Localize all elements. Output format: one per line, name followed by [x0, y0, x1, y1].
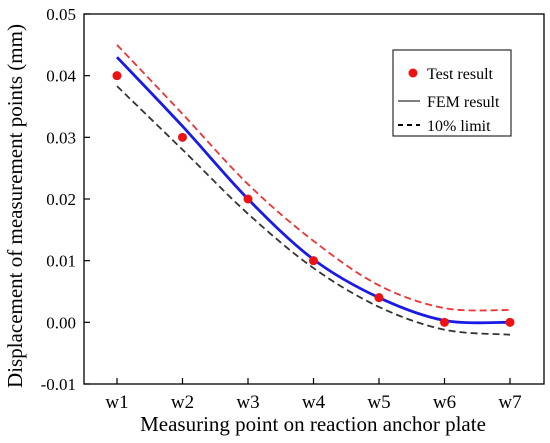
x-tick-label: w1: [105, 392, 128, 413]
x-tick-label: w7: [498, 392, 521, 413]
markers-layer: [112, 71, 515, 327]
test-result-point: [440, 317, 449, 327]
test-result-point: [178, 132, 187, 142]
y-tick-label: 0.02: [46, 190, 76, 209]
y-axis: -0.01 0.00 0.01 0.02 0.03 0.04 0.05: [41, 5, 90, 394]
test-result-point: [112, 71, 122, 81]
x-axis-label: Measuring point on reaction anchor plate: [140, 412, 486, 436]
legend-label-fem: FEM result: [427, 94, 500, 111]
test-result-point: [505, 317, 515, 327]
y-tick-label: 0.01: [46, 252, 76, 271]
test-result-point: [243, 194, 253, 204]
test-result-point: [374, 293, 384, 303]
legend-label-test: Test result: [427, 66, 494, 83]
lower-limit-line: [116, 85, 511, 336]
y-axis-label: Displacement of measurement points (mm): [3, 24, 27, 388]
y-tick-label: 0.00: [46, 313, 76, 332]
x-tick-label: w5: [367, 392, 390, 413]
x-tick-label: w4: [302, 392, 326, 413]
y-tick-label: -0.01: [41, 375, 76, 394]
y-tick-label: 0.05: [46, 5, 76, 24]
y-tick-label: 0.04: [46, 67, 76, 86]
legend-box: [392, 49, 512, 137]
test-result-point: [309, 256, 318, 266]
y-tick-label: 0.03: [46, 128, 76, 147]
x-tick-label: w6: [433, 392, 456, 413]
x-axis: w1 w2 w3 w4 w5 w6 w7: [105, 378, 522, 413]
legend-label-limit: 10% limit: [427, 118, 491, 135]
legend: Test result FEM result 10% limit: [392, 49, 512, 137]
legend-marker-test: [408, 68, 418, 78]
x-tick-label: w3: [236, 392, 259, 413]
x-tick-label: w2: [171, 392, 194, 413]
